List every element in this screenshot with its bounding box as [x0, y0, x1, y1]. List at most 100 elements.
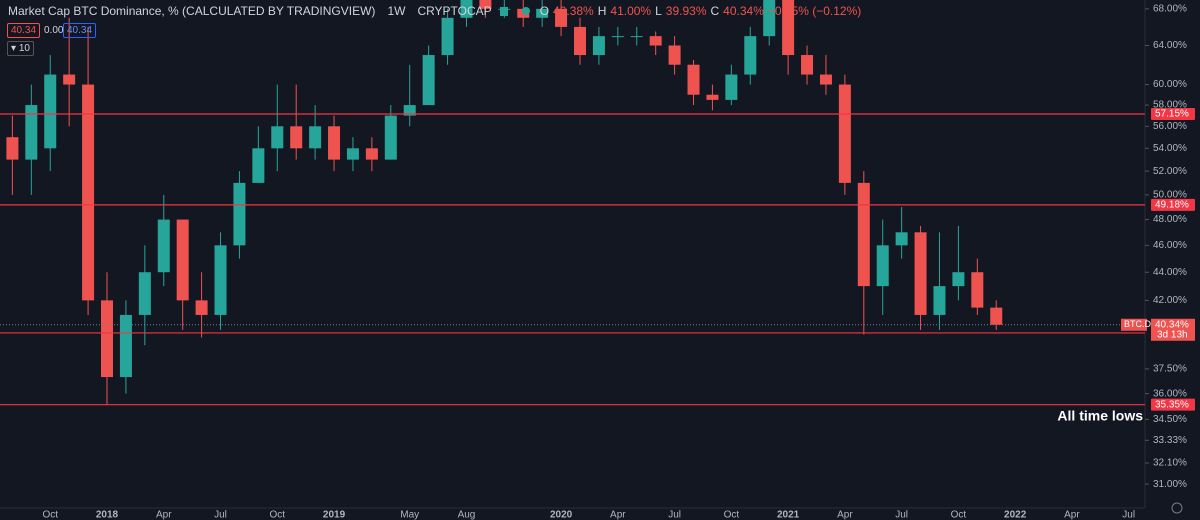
candle-body	[536, 8, 549, 18]
candle-body	[138, 272, 151, 315]
y-tick-label: 58.00%	[1153, 100, 1187, 111]
candle-body	[214, 245, 227, 315]
candle-body	[763, 0, 776, 37]
candle-body	[838, 84, 851, 183]
candle-body	[971, 272, 984, 308]
candle-body	[801, 55, 814, 75]
ohlc-change: −0.05% (−0.12%)	[767, 4, 862, 18]
x-tick-label: Oct	[951, 510, 967, 520]
candle-body	[555, 8, 568, 27]
last-price-box	[1151, 318, 1195, 341]
x-tick-label: Jul	[668, 510, 681, 520]
level-label-box	[1151, 108, 1195, 121]
spread: 0.00	[44, 25, 64, 36]
y-tick-label: 48.00%	[1153, 214, 1187, 225]
candle-body	[933, 286, 946, 315]
candle-body	[290, 126, 303, 149]
candle-body	[782, 0, 795, 56]
x-tick-label: Jul	[895, 510, 908, 520]
candle-body	[119, 314, 132, 378]
candle-body	[460, 0, 473, 18]
x-tick-label: 2021	[777, 510, 800, 520]
candle-body	[176, 219, 189, 301]
annotation: All time lows	[1057, 408, 1143, 424]
candle-body	[233, 182, 246, 246]
y-tick-label: 44.00%	[1153, 267, 1187, 278]
y-tick-label: 37.50%	[1153, 364, 1187, 375]
candle-body	[157, 219, 170, 273]
candle-body	[649, 36, 662, 46]
y-tick-label: 36.00%	[1153, 388, 1187, 399]
candle-body	[309, 126, 322, 149]
y-tick-label: 34.50%	[1153, 414, 1187, 425]
candle-body	[687, 64, 700, 95]
y-tick-label: 50.00%	[1153, 190, 1187, 201]
candle-body	[271, 126, 284, 149]
candle-body	[914, 232, 927, 315]
y-tick-label: 56.00%	[1153, 121, 1187, 132]
x-tick-label: Apr	[610, 510, 626, 520]
symbol-label-box	[1121, 318, 1147, 331]
sell-button[interactable]: 40.34	[7, 23, 41, 38]
y-tick-label: 31.00%	[1153, 479, 1187, 490]
candle-body	[441, 17, 454, 56]
ohlc-l-label: L	[655, 4, 662, 18]
candle-body	[876, 245, 889, 287]
x-tick-label: Aug	[458, 510, 476, 520]
level-label: 49.18%	[1155, 200, 1189, 211]
candle-body	[25, 105, 38, 160]
x-tick-label: Oct	[42, 510, 58, 520]
ohlc-o: 40.38%	[553, 4, 594, 18]
y-tick-label: 68.00%	[1153, 3, 1187, 14]
x-tick-label: 2019	[323, 510, 346, 520]
candle-body	[403, 105, 416, 116]
ohlc-c-label: C	[710, 4, 720, 18]
chart-title: Market Cap BTC Dominance, % (CALCULATED …	[8, 4, 376, 18]
candle-body	[574, 26, 586, 56]
ohlc-h: 41.00%	[610, 4, 652, 18]
price-axis	[1145, 0, 1200, 520]
candle-body	[668, 45, 681, 65]
level-label-box	[1151, 398, 1195, 411]
candle-body	[952, 272, 965, 287]
x-tick-label: 2020	[550, 510, 573, 520]
indicators-toggle[interactable]: ▾ 10	[7, 41, 34, 56]
settings-icon[interactable]	[1171, 502, 1183, 514]
candle-body	[630, 36, 643, 38]
candle-body	[195, 300, 208, 315]
candle-body	[101, 300, 113, 378]
y-tick-label: 42.00%	[1153, 295, 1187, 306]
y-tick-label: 64.00%	[1153, 40, 1187, 51]
x-tick-label: Jul	[214, 510, 227, 520]
status-dot	[521, 7, 530, 15]
candle-body	[384, 115, 397, 160]
exchange: CRYPTOCAP	[417, 4, 492, 18]
y-tick-label: 54.00%	[1153, 143, 1187, 154]
ohlc-h-label: H	[597, 4, 607, 18]
ohlc-c: 40.34%	[723, 4, 764, 18]
buy-button[interactable]: 40.34	[63, 23, 97, 38]
candle-body	[990, 307, 1003, 325]
y-tick-label: 52.00%	[1153, 166, 1187, 177]
candle-body	[82, 84, 95, 301]
y-tick-label: 33.33%	[1153, 435, 1187, 446]
interval[interactable]: 1W	[387, 4, 406, 18]
candle-body	[6, 137, 19, 160]
candle-body	[328, 126, 341, 160]
candle-body	[346, 148, 359, 160]
y-tick-label: 32.10%	[1153, 458, 1187, 469]
x-tick-label: Oct	[724, 510, 740, 520]
x-tick-label: 2022	[1004, 510, 1027, 520]
symbol-label: BTC.D	[1124, 319, 1152, 329]
candle-body	[857, 182, 870, 287]
flag-icon[interactable]	[499, 6, 508, 16]
level-label: 57.15%	[1155, 109, 1189, 120]
y-tick-label: 60.00%	[1153, 79, 1187, 90]
countdown-label: 3d 13h	[1157, 329, 1188, 340]
x-tick-label: 2018	[96, 510, 119, 520]
y-tick-label: 46.00%	[1153, 240, 1187, 251]
x-tick-label: Jul	[1122, 510, 1135, 520]
candle-body	[365, 148, 378, 160]
candle-body	[422, 55, 435, 106]
